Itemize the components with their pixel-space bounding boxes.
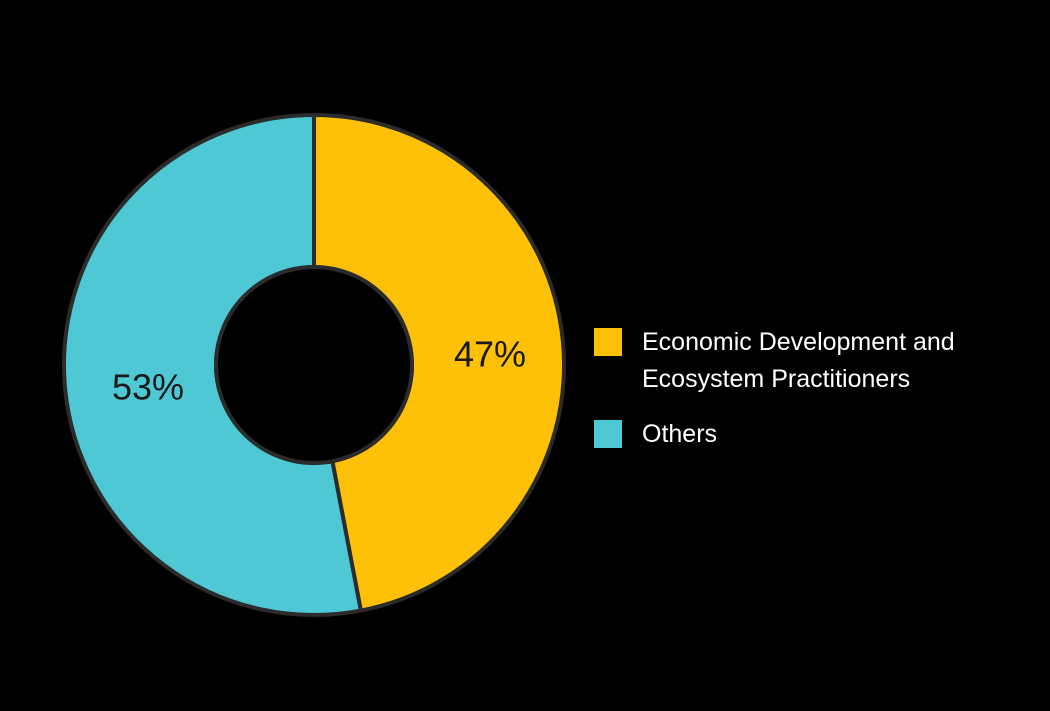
legend-label-others: Others (642, 420, 718, 448)
slice-label-economic-development: 47% (454, 334, 526, 375)
legend-swatch-economic-development (594, 328, 622, 356)
legend-label-economic-development: Economic Development and Ecosystem Pract… (642, 328, 955, 393)
donut-hole (214, 265, 414, 465)
slice-labels: 47% 53% (112, 334, 526, 408)
legend-swatch-others (594, 420, 622, 448)
legend: Economic Development and Ecosystem Pract… (594, 326, 1034, 473)
legend-item-economic-development: Economic Development and Ecosystem Pract… (594, 326, 1034, 398)
slice-label-others: 53% (112, 367, 184, 408)
legend-item-others: Others (594, 418, 1034, 453)
